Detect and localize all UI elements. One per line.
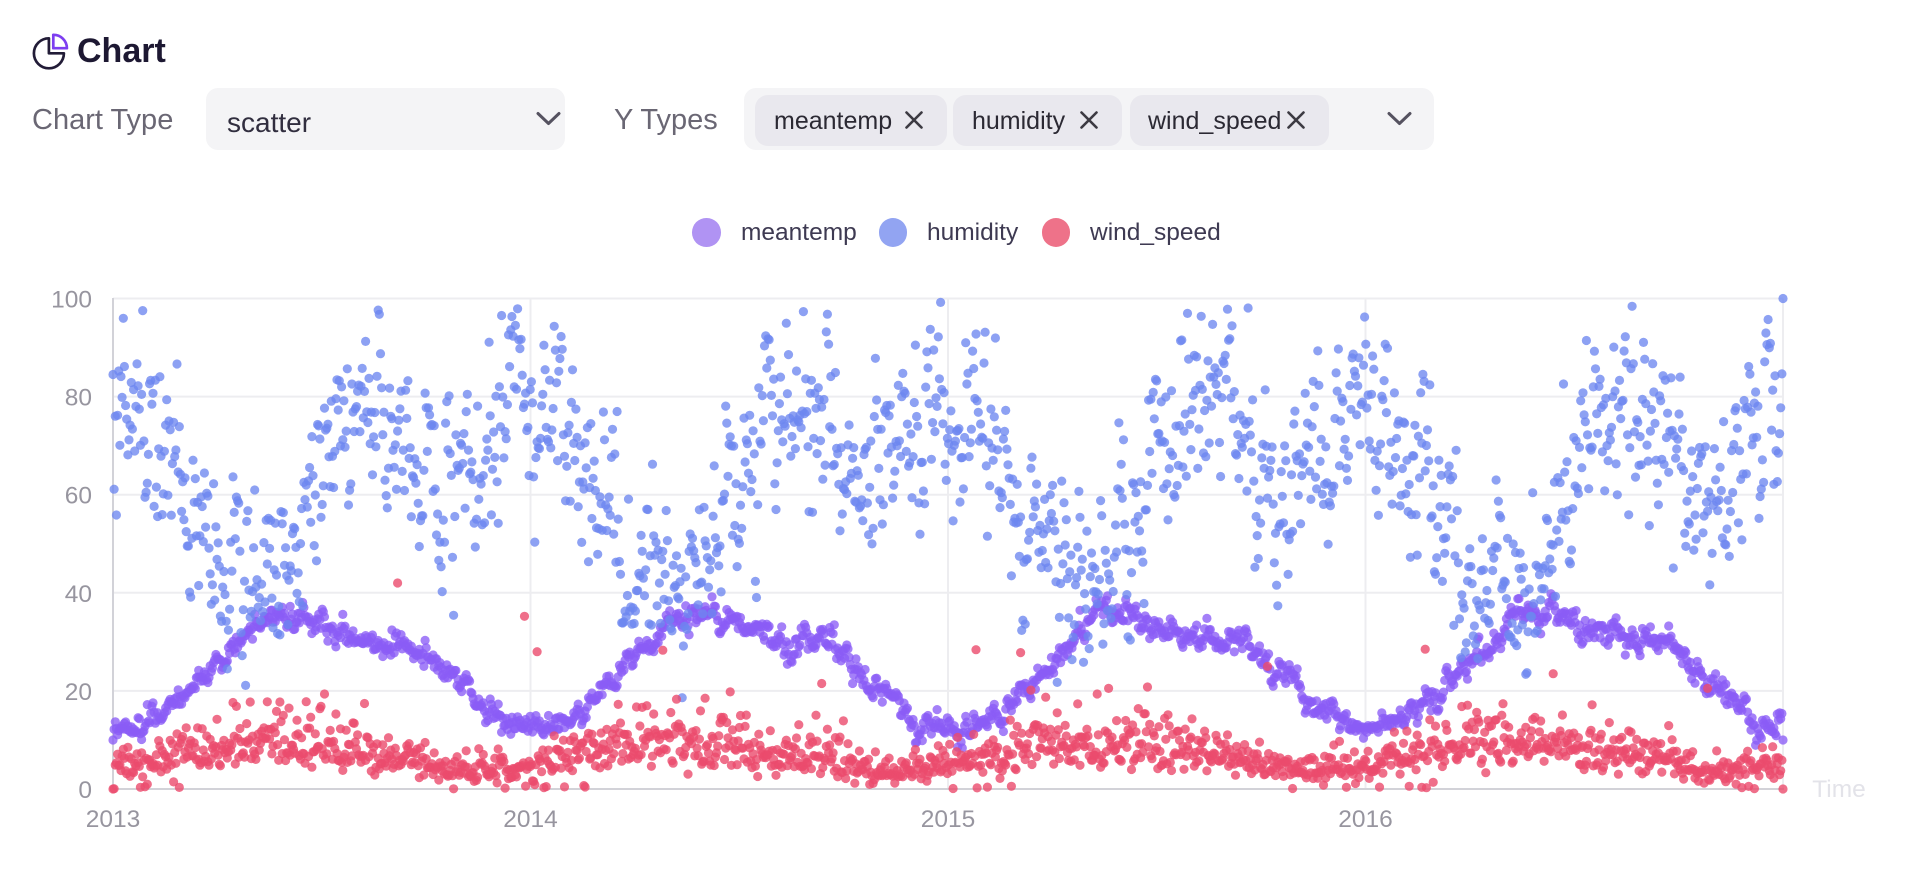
svg-text:2013: 2013 bbox=[86, 806, 141, 833]
svg-text:60: 60 bbox=[65, 483, 92, 510]
svg-text:2015: 2015 bbox=[921, 806, 976, 833]
svg-text:40: 40 bbox=[65, 581, 92, 608]
svg-text:100: 100 bbox=[51, 287, 92, 314]
svg-text:20: 20 bbox=[65, 679, 92, 706]
svg-text:2016: 2016 bbox=[1338, 806, 1393, 833]
svg-text:2014: 2014 bbox=[503, 806, 558, 833]
svg-text:80: 80 bbox=[65, 385, 92, 412]
svg-text:Time: Time bbox=[1812, 776, 1866, 803]
svg-text:0: 0 bbox=[78, 777, 92, 804]
